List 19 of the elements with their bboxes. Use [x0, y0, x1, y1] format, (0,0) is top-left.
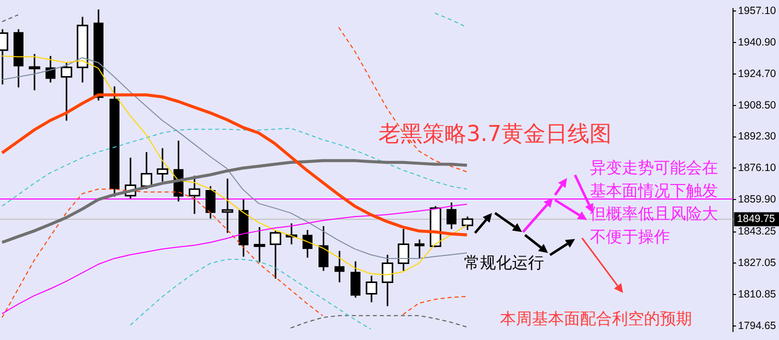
y-tick-label: 1859.90: [738, 193, 776, 206]
line-series: [290, 315, 468, 329]
text: 本周基本面配合利空的预期: [500, 309, 692, 330]
line-series: [130, 258, 372, 330]
y-tick-label: 1794.65: [738, 320, 776, 332]
y-tick-label: 1940.90: [738, 36, 776, 48]
ref-line-label: 1849.75: [737, 213, 776, 226]
y-tick-label: 1924.70: [738, 68, 776, 80]
text: 异变走势可能会在基本面情况下触发但概率低且风险大不便于操作: [590, 157, 719, 248]
y-tick-label: 1827.05: [738, 257, 776, 270]
y-tick-label: 1957.10: [738, 5, 776, 18]
annotation: 常规化运行: [464, 253, 544, 274]
line-series: [338, 26, 468, 172]
y-tick-label: 1908.50: [738, 99, 776, 112]
y-tick-label: 1892.30: [738, 130, 776, 143]
y-tick-label: 1843.25: [738, 226, 776, 238]
text: 老黑策略3.7黄金日线图: [378, 121, 612, 149]
y-tick-label: 1810.85: [738, 288, 776, 300]
y-tick-label: 1876.10: [738, 162, 776, 174]
